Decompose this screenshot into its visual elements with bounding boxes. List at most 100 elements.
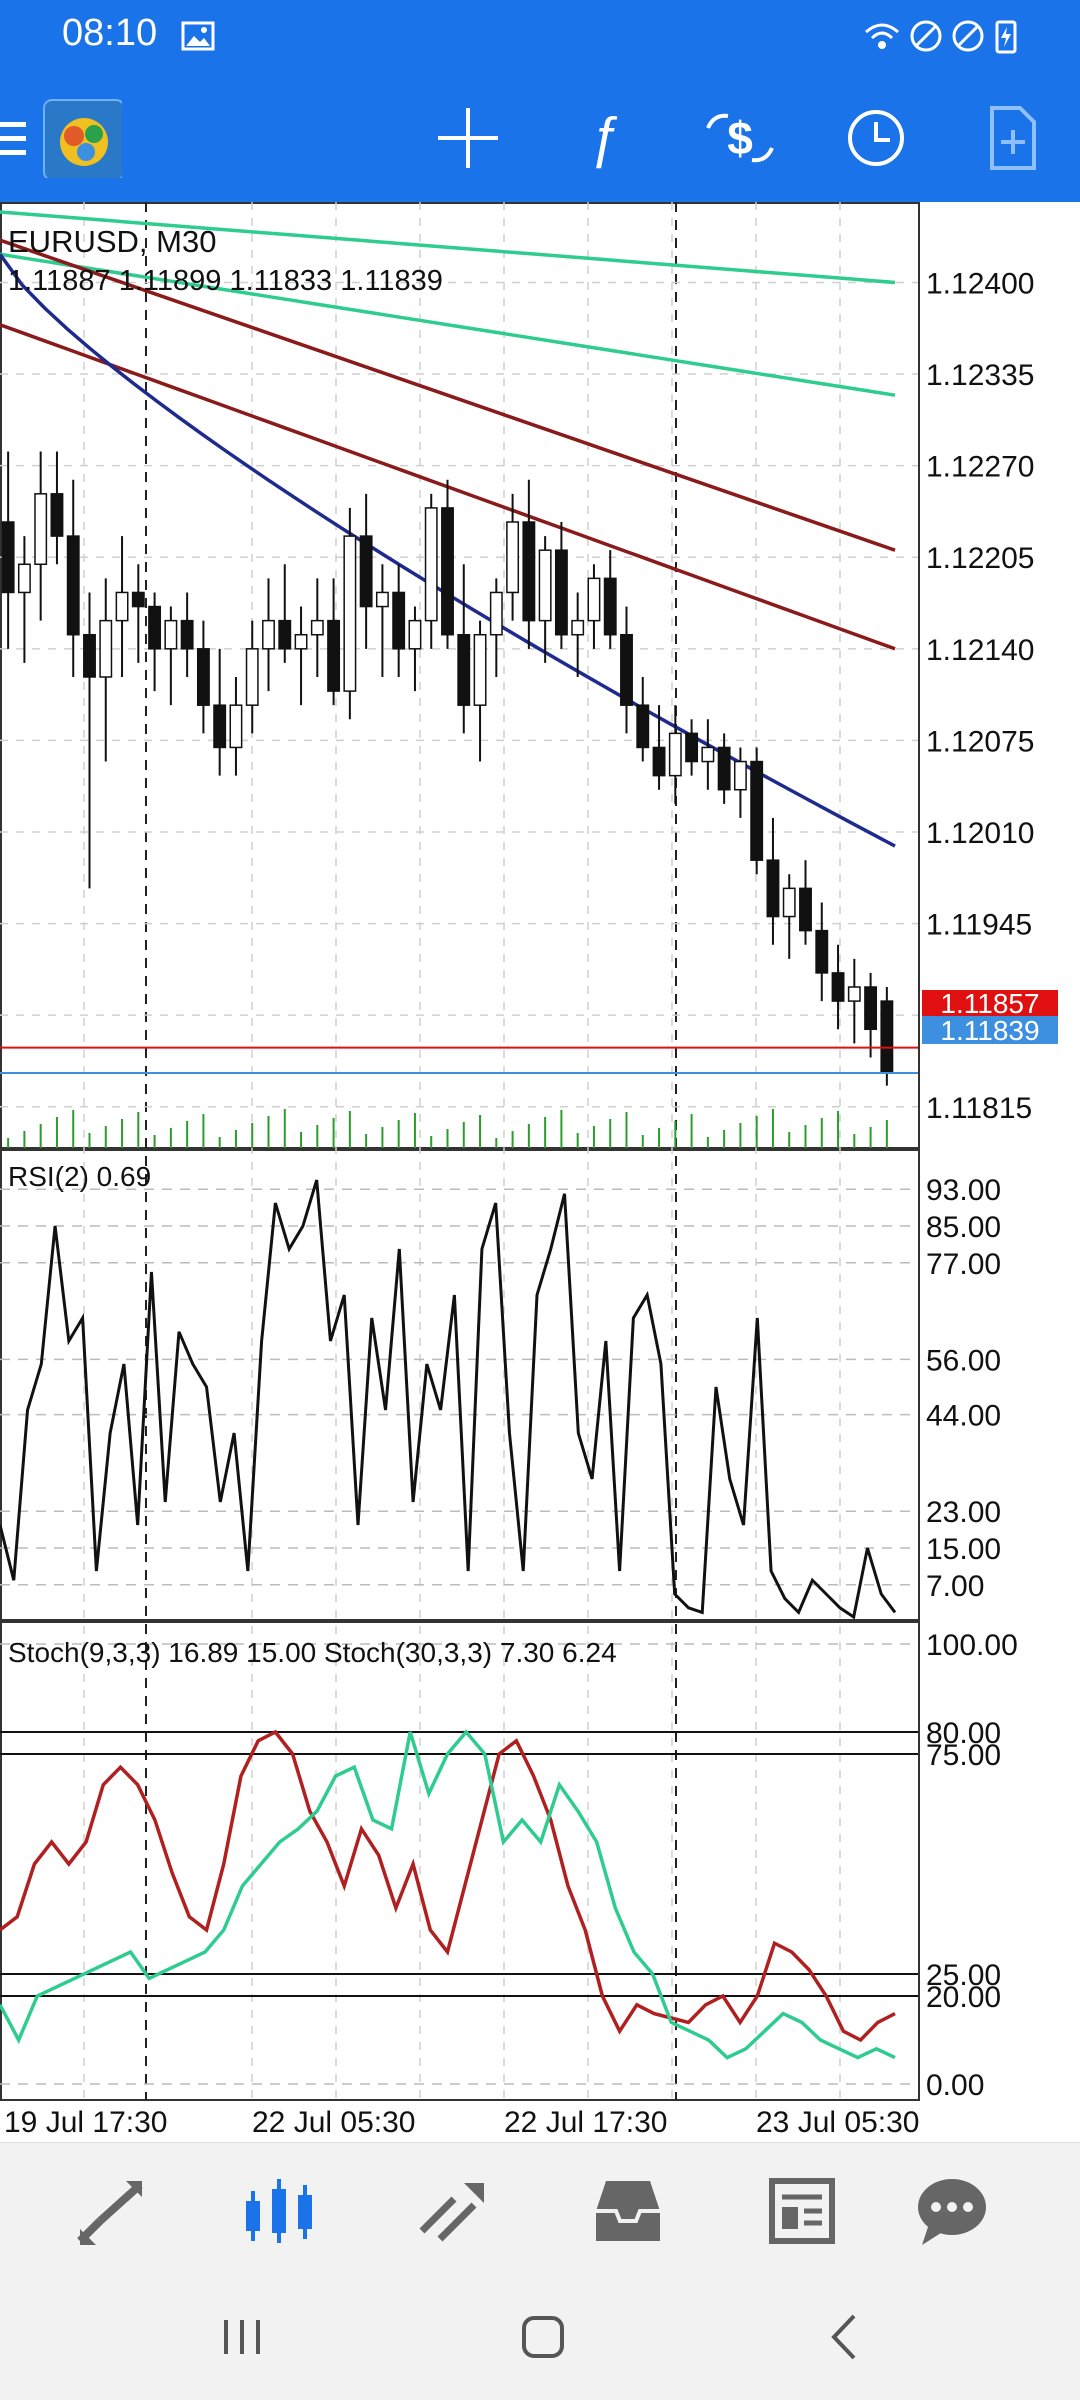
do-not-disturb-icon bbox=[952, 20, 984, 52]
rsi-axis-label: 23.00 bbox=[926, 1496, 1001, 1529]
rsi-axis-label: 7.00 bbox=[926, 1570, 984, 1603]
bid-price-tag bbox=[922, 990, 1058, 1016]
candle-body bbox=[685, 732, 699, 763]
candle-body bbox=[245, 648, 259, 706]
new-order-icon[interactable] bbox=[972, 98, 1052, 178]
wifi-icon bbox=[865, 23, 899, 49]
chart-area[interactable]: 1.12400 1.12335 1.12270 1.12205 1.12140 1.120… bbox=[0, 202, 1080, 2142]
candle-body bbox=[522, 521, 536, 622]
ohlc-label: 1.11887 1.11899 1.11833 1.11839 bbox=[8, 265, 443, 297]
candle-body bbox=[213, 704, 227, 749]
current-price-label: 1.11839 bbox=[940, 1015, 1039, 1046]
rsi-axis-label: 93.00 bbox=[926, 1174, 1001, 1207]
toolbar: ƒ $ bbox=[0, 72, 1080, 202]
chart-tab-icon[interactable] bbox=[240, 2171, 320, 2251]
candle-body bbox=[831, 972, 845, 1002]
candle-body bbox=[733, 760, 747, 791]
status-bar: 08:10 bbox=[0, 0, 1080, 72]
current-price-tag bbox=[922, 1016, 1058, 1044]
candle-body bbox=[489, 591, 503, 636]
trade-icon[interactable]: $ bbox=[700, 98, 780, 178]
app-logo-icon[interactable] bbox=[42, 98, 122, 178]
candle-body bbox=[375, 591, 389, 608]
candle-body bbox=[294, 633, 308, 650]
candle-body bbox=[864, 986, 878, 1031]
rsi-axis-label: 15.00 bbox=[926, 1533, 1001, 1566]
price-axis-label: 1.12075 bbox=[926, 725, 1034, 758]
moving-average-line bbox=[0, 210, 896, 285]
price-axis-label: 1.11945 bbox=[926, 909, 1032, 942]
history-icon[interactable] bbox=[588, 2171, 668, 2251]
news-icon[interactable] bbox=[762, 2171, 842, 2251]
candle-body bbox=[131, 591, 145, 608]
trade-tab-icon[interactable] bbox=[414, 2171, 494, 2251]
candle-body bbox=[408, 619, 422, 650]
price-axis-label: 1.11815 bbox=[926, 1092, 1032, 1125]
candle-body bbox=[441, 507, 454, 636]
stoch-axis-label: 100.00 bbox=[926, 1629, 1018, 1662]
candle-body bbox=[603, 577, 617, 636]
candle-body bbox=[473, 633, 487, 706]
chart-canvas[interactable]: 1.12400 1.12335 1.12270 1.12205 1.12140 1.120… bbox=[0, 202, 1080, 2142]
candle-body bbox=[847, 986, 861, 1002]
price-axis-label: 1.12270 bbox=[926, 451, 1034, 484]
candle-body bbox=[538, 549, 552, 622]
candle-body bbox=[554, 549, 568, 636]
candle-body bbox=[229, 704, 243, 749]
candle-body bbox=[668, 732, 682, 777]
rsi-axis-label: 85.00 bbox=[926, 1211, 1001, 1244]
candle-body bbox=[278, 619, 292, 650]
candle-body bbox=[424, 507, 438, 622]
grid-lines bbox=[0, 202, 920, 2101]
candle-body bbox=[652, 746, 666, 777]
candle-body bbox=[782, 887, 796, 918]
crosshair-icon[interactable] bbox=[428, 98, 508, 178]
candle-body bbox=[115, 591, 129, 622]
candle-body bbox=[83, 633, 96, 678]
candle-body bbox=[180, 619, 194, 650]
candle-body bbox=[99, 619, 113, 678]
symbol-label: EURUSD, M30 bbox=[8, 224, 216, 259]
candle-body bbox=[17, 563, 31, 594]
rsi-line bbox=[0, 1179, 897, 1620]
candle-body bbox=[717, 746, 731, 791]
bid-price-label: 1.11857 bbox=[940, 988, 1039, 1019]
time-label: 23 Jul 05:30 bbox=[756, 2106, 919, 2139]
home-icon[interactable] bbox=[508, 2302, 578, 2372]
indicators-icon[interactable]: ƒ bbox=[564, 98, 644, 178]
back-icon[interactable] bbox=[810, 2302, 880, 2372]
candle-body bbox=[457, 633, 471, 706]
candle-body bbox=[343, 535, 357, 692]
time-label: 22 Jul 05:30 bbox=[252, 2106, 415, 2139]
recent-apps-icon[interactable] bbox=[208, 2302, 278, 2372]
menu-icon[interactable] bbox=[0, 98, 30, 178]
stoch-axis-label: 0.00 bbox=[926, 2069, 984, 2102]
candle-body bbox=[766, 859, 780, 918]
moving-average-line bbox=[0, 238, 896, 552]
candle-body bbox=[571, 619, 585, 636]
price-axis-label: 1.12335 bbox=[926, 359, 1034, 392]
candle-body bbox=[506, 521, 520, 594]
rsi-panel-frame bbox=[0, 1149, 920, 1621]
battery-charging-icon bbox=[995, 20, 1017, 54]
price-axis-label: 1.12205 bbox=[926, 542, 1034, 575]
price-panel bbox=[0, 210, 918, 1148]
timeframe-icon[interactable] bbox=[836, 98, 916, 178]
candle-body bbox=[310, 619, 324, 636]
stoch-line bbox=[0, 1729, 896, 2043]
stoch-axis-label: 80.00 bbox=[926, 1717, 1001, 1750]
rsi-title: RSI(2) 0.69 bbox=[8, 1161, 151, 1192]
candle-body bbox=[587, 577, 601, 622]
stoch-axis-label: 25.00 bbox=[926, 1959, 1001, 1992]
quotes-icon[interactable] bbox=[70, 2171, 150, 2251]
do-not-disturb-icon bbox=[910, 20, 942, 52]
rsi-panel bbox=[0, 1179, 897, 1620]
candle-body bbox=[327, 619, 341, 692]
moving-average-line bbox=[0, 252, 896, 397]
stoch-title: Stoch(9,3,3) 16.89 15.00 Stoch(30,3,3) 7… bbox=[8, 1637, 617, 1668]
price-axis-label: 1.12400 bbox=[926, 267, 1034, 300]
candle-body bbox=[880, 1000, 894, 1074]
system-navigation bbox=[0, 2272, 1080, 2400]
messages-icon[interactable] bbox=[912, 2171, 992, 2251]
svg-text:ƒ: ƒ bbox=[588, 105, 619, 169]
